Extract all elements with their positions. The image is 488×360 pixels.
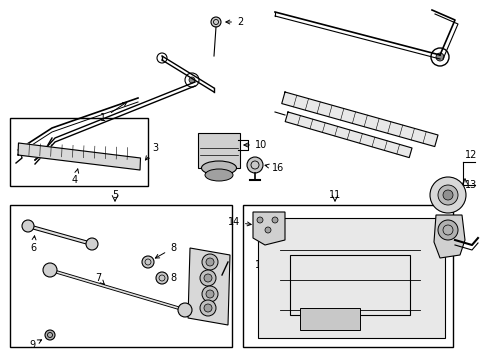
Polygon shape [18,143,140,170]
FancyBboxPatch shape [198,133,240,168]
Polygon shape [252,212,285,245]
Polygon shape [285,112,411,158]
Text: 7: 7 [95,273,104,284]
Bar [243,205,452,347]
Text: 1: 1 [100,102,126,123]
Polygon shape [258,218,444,338]
Polygon shape [187,248,229,325]
Circle shape [205,258,214,266]
Ellipse shape [204,169,232,181]
Circle shape [86,238,98,250]
Circle shape [203,304,212,312]
Text: 16: 16 [264,163,284,173]
Circle shape [442,190,452,200]
Text: 15: 15 [254,260,267,270]
Circle shape [246,157,263,173]
Bar [299,308,359,330]
Circle shape [189,77,195,83]
Polygon shape [281,92,437,147]
Text: 12: 12 [464,150,476,160]
Text: 8: 8 [155,243,176,258]
Bar [289,255,409,315]
Text: 5: 5 [112,190,118,200]
Bar [10,205,231,347]
Circle shape [257,217,263,223]
Circle shape [203,274,212,282]
Circle shape [271,217,278,223]
Text: 9: 9 [29,340,41,350]
Bar [10,118,148,186]
Text: 4: 4 [72,169,79,185]
Circle shape [437,220,457,240]
Circle shape [437,185,457,205]
Text: 3: 3 [145,143,158,160]
Circle shape [43,263,57,277]
Circle shape [210,17,221,27]
Text: 6: 6 [30,236,36,253]
Circle shape [22,220,34,232]
Circle shape [200,270,216,286]
Text: 2: 2 [225,17,243,27]
Circle shape [202,286,218,302]
Text: 14: 14 [227,217,251,227]
Text: 8: 8 [163,273,176,283]
Circle shape [264,227,270,233]
Text: 13: 13 [464,180,476,190]
Circle shape [142,256,154,268]
Circle shape [200,300,216,316]
Ellipse shape [201,161,236,175]
Circle shape [435,53,443,61]
Circle shape [178,303,192,317]
Circle shape [156,272,168,284]
Polygon shape [433,215,464,258]
Circle shape [205,290,214,298]
Circle shape [429,177,465,213]
Text: 11: 11 [328,190,341,200]
Circle shape [202,254,218,270]
Text: 10: 10 [244,140,267,150]
Circle shape [45,330,55,340]
